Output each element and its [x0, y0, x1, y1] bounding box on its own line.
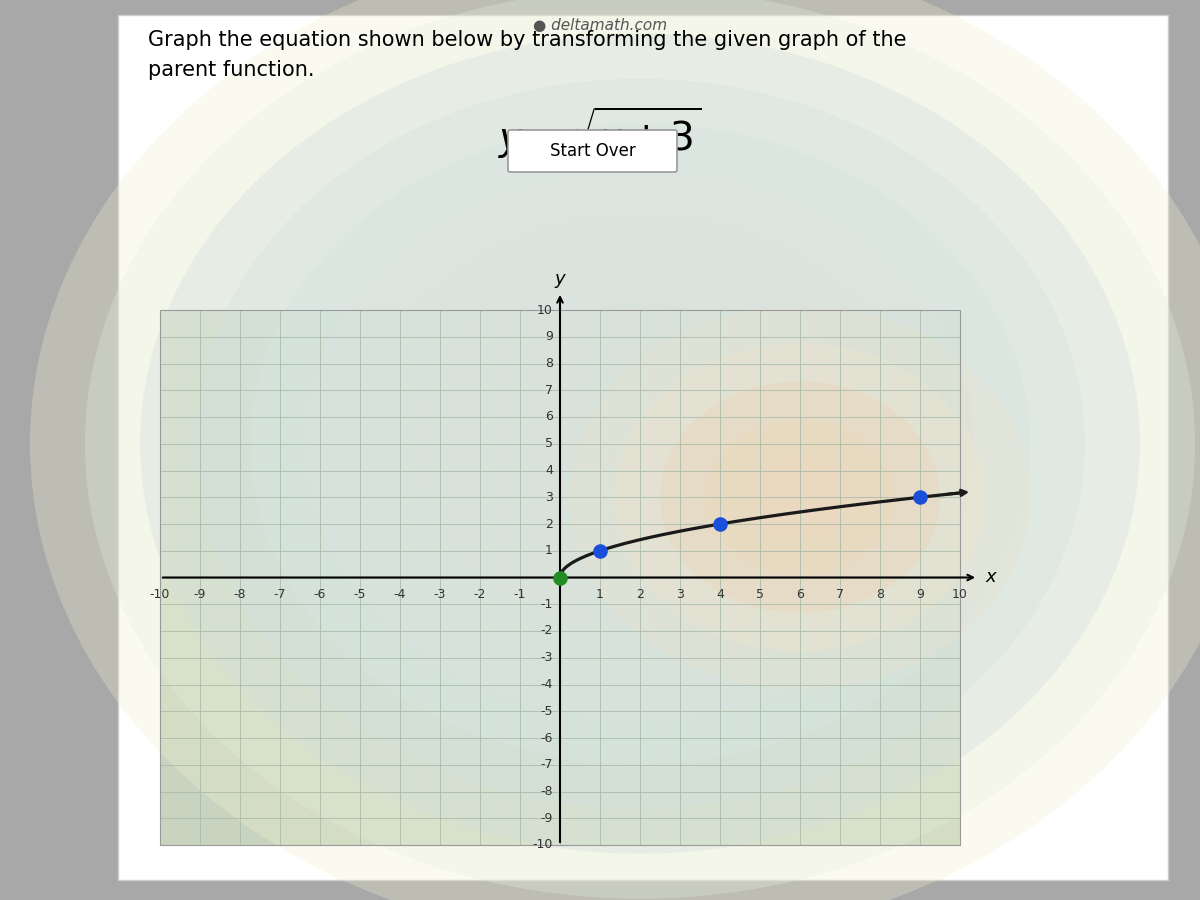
Ellipse shape: [706, 419, 895, 575]
Text: -2: -2: [474, 588, 486, 600]
Text: 6: 6: [545, 410, 553, 424]
Text: 8: 8: [545, 357, 553, 370]
Bar: [160, 310, 960, 845]
Text: 4: 4: [545, 464, 553, 477]
Ellipse shape: [194, 79, 1085, 809]
Point: [911, 490, 930, 504]
Text: x: x: [985, 569, 996, 587]
Ellipse shape: [250, 123, 1030, 764]
Ellipse shape: [305, 169, 974, 719]
Text: -9: -9: [194, 588, 206, 600]
Text: 6: 6: [796, 588, 804, 600]
Text: 2: 2: [636, 588, 644, 600]
Ellipse shape: [30, 0, 1200, 900]
Text: ● deltamath.com: ● deltamath.com: [533, 18, 667, 33]
Text: 9: 9: [545, 330, 553, 343]
Text: -3: -3: [541, 652, 553, 664]
Text: -9: -9: [541, 812, 553, 824]
Text: 9: 9: [916, 588, 924, 600]
Text: 10: 10: [538, 303, 553, 317]
Ellipse shape: [580, 394, 700, 494]
Text: Graph the equation shown below by transforming the given graph of the: Graph the equation shown below by transf…: [148, 30, 906, 50]
Text: -7: -7: [540, 758, 553, 771]
Text: -1: -1: [514, 588, 526, 600]
Text: 5: 5: [545, 437, 553, 450]
Text: 1: 1: [596, 588, 604, 600]
Ellipse shape: [570, 305, 1030, 689]
Ellipse shape: [526, 348, 755, 539]
Text: -10: -10: [533, 839, 553, 851]
Text: -4: -4: [541, 678, 553, 691]
Text: 3: 3: [676, 588, 684, 600]
Text: $y = \sqrt{x+3}$: $y = \sqrt{x+3}$: [498, 105, 702, 161]
Ellipse shape: [140, 33, 1140, 854]
Ellipse shape: [660, 382, 940, 613]
Text: -10: -10: [150, 588, 170, 600]
Text: -1: -1: [541, 598, 553, 611]
Text: -5: -5: [540, 705, 553, 718]
Text: y: y: [554, 270, 565, 288]
Text: -8: -8: [234, 588, 246, 600]
Text: 7: 7: [545, 383, 553, 397]
Text: -7: -7: [274, 588, 287, 600]
Text: 8: 8: [876, 588, 884, 600]
Text: 5: 5: [756, 588, 764, 600]
Point: [551, 571, 570, 585]
Ellipse shape: [415, 259, 865, 629]
Ellipse shape: [750, 457, 850, 537]
Ellipse shape: [616, 343, 985, 652]
Ellipse shape: [360, 214, 920, 674]
Ellipse shape: [470, 304, 810, 584]
Text: -4: -4: [394, 588, 406, 600]
Point: [590, 544, 610, 558]
Text: 1: 1: [545, 544, 553, 557]
Text: -5: -5: [354, 588, 366, 600]
Text: -3: -3: [434, 588, 446, 600]
Text: -2: -2: [541, 625, 553, 637]
Text: 2: 2: [545, 518, 553, 530]
Text: 10: 10: [952, 588, 968, 600]
Text: 7: 7: [836, 588, 844, 600]
FancyBboxPatch shape: [508, 130, 677, 172]
Text: 3: 3: [545, 491, 553, 504]
Text: Start Over: Start Over: [550, 142, 635, 160]
Text: -6: -6: [541, 732, 553, 744]
Text: -6: -6: [314, 588, 326, 600]
Text: -8: -8: [540, 785, 553, 798]
Point: [710, 517, 730, 531]
Bar: [160, 310, 960, 845]
Text: 4: 4: [716, 588, 724, 600]
Text: parent function.: parent function.: [148, 60, 314, 80]
Ellipse shape: [85, 0, 1195, 899]
FancyBboxPatch shape: [118, 15, 1168, 880]
